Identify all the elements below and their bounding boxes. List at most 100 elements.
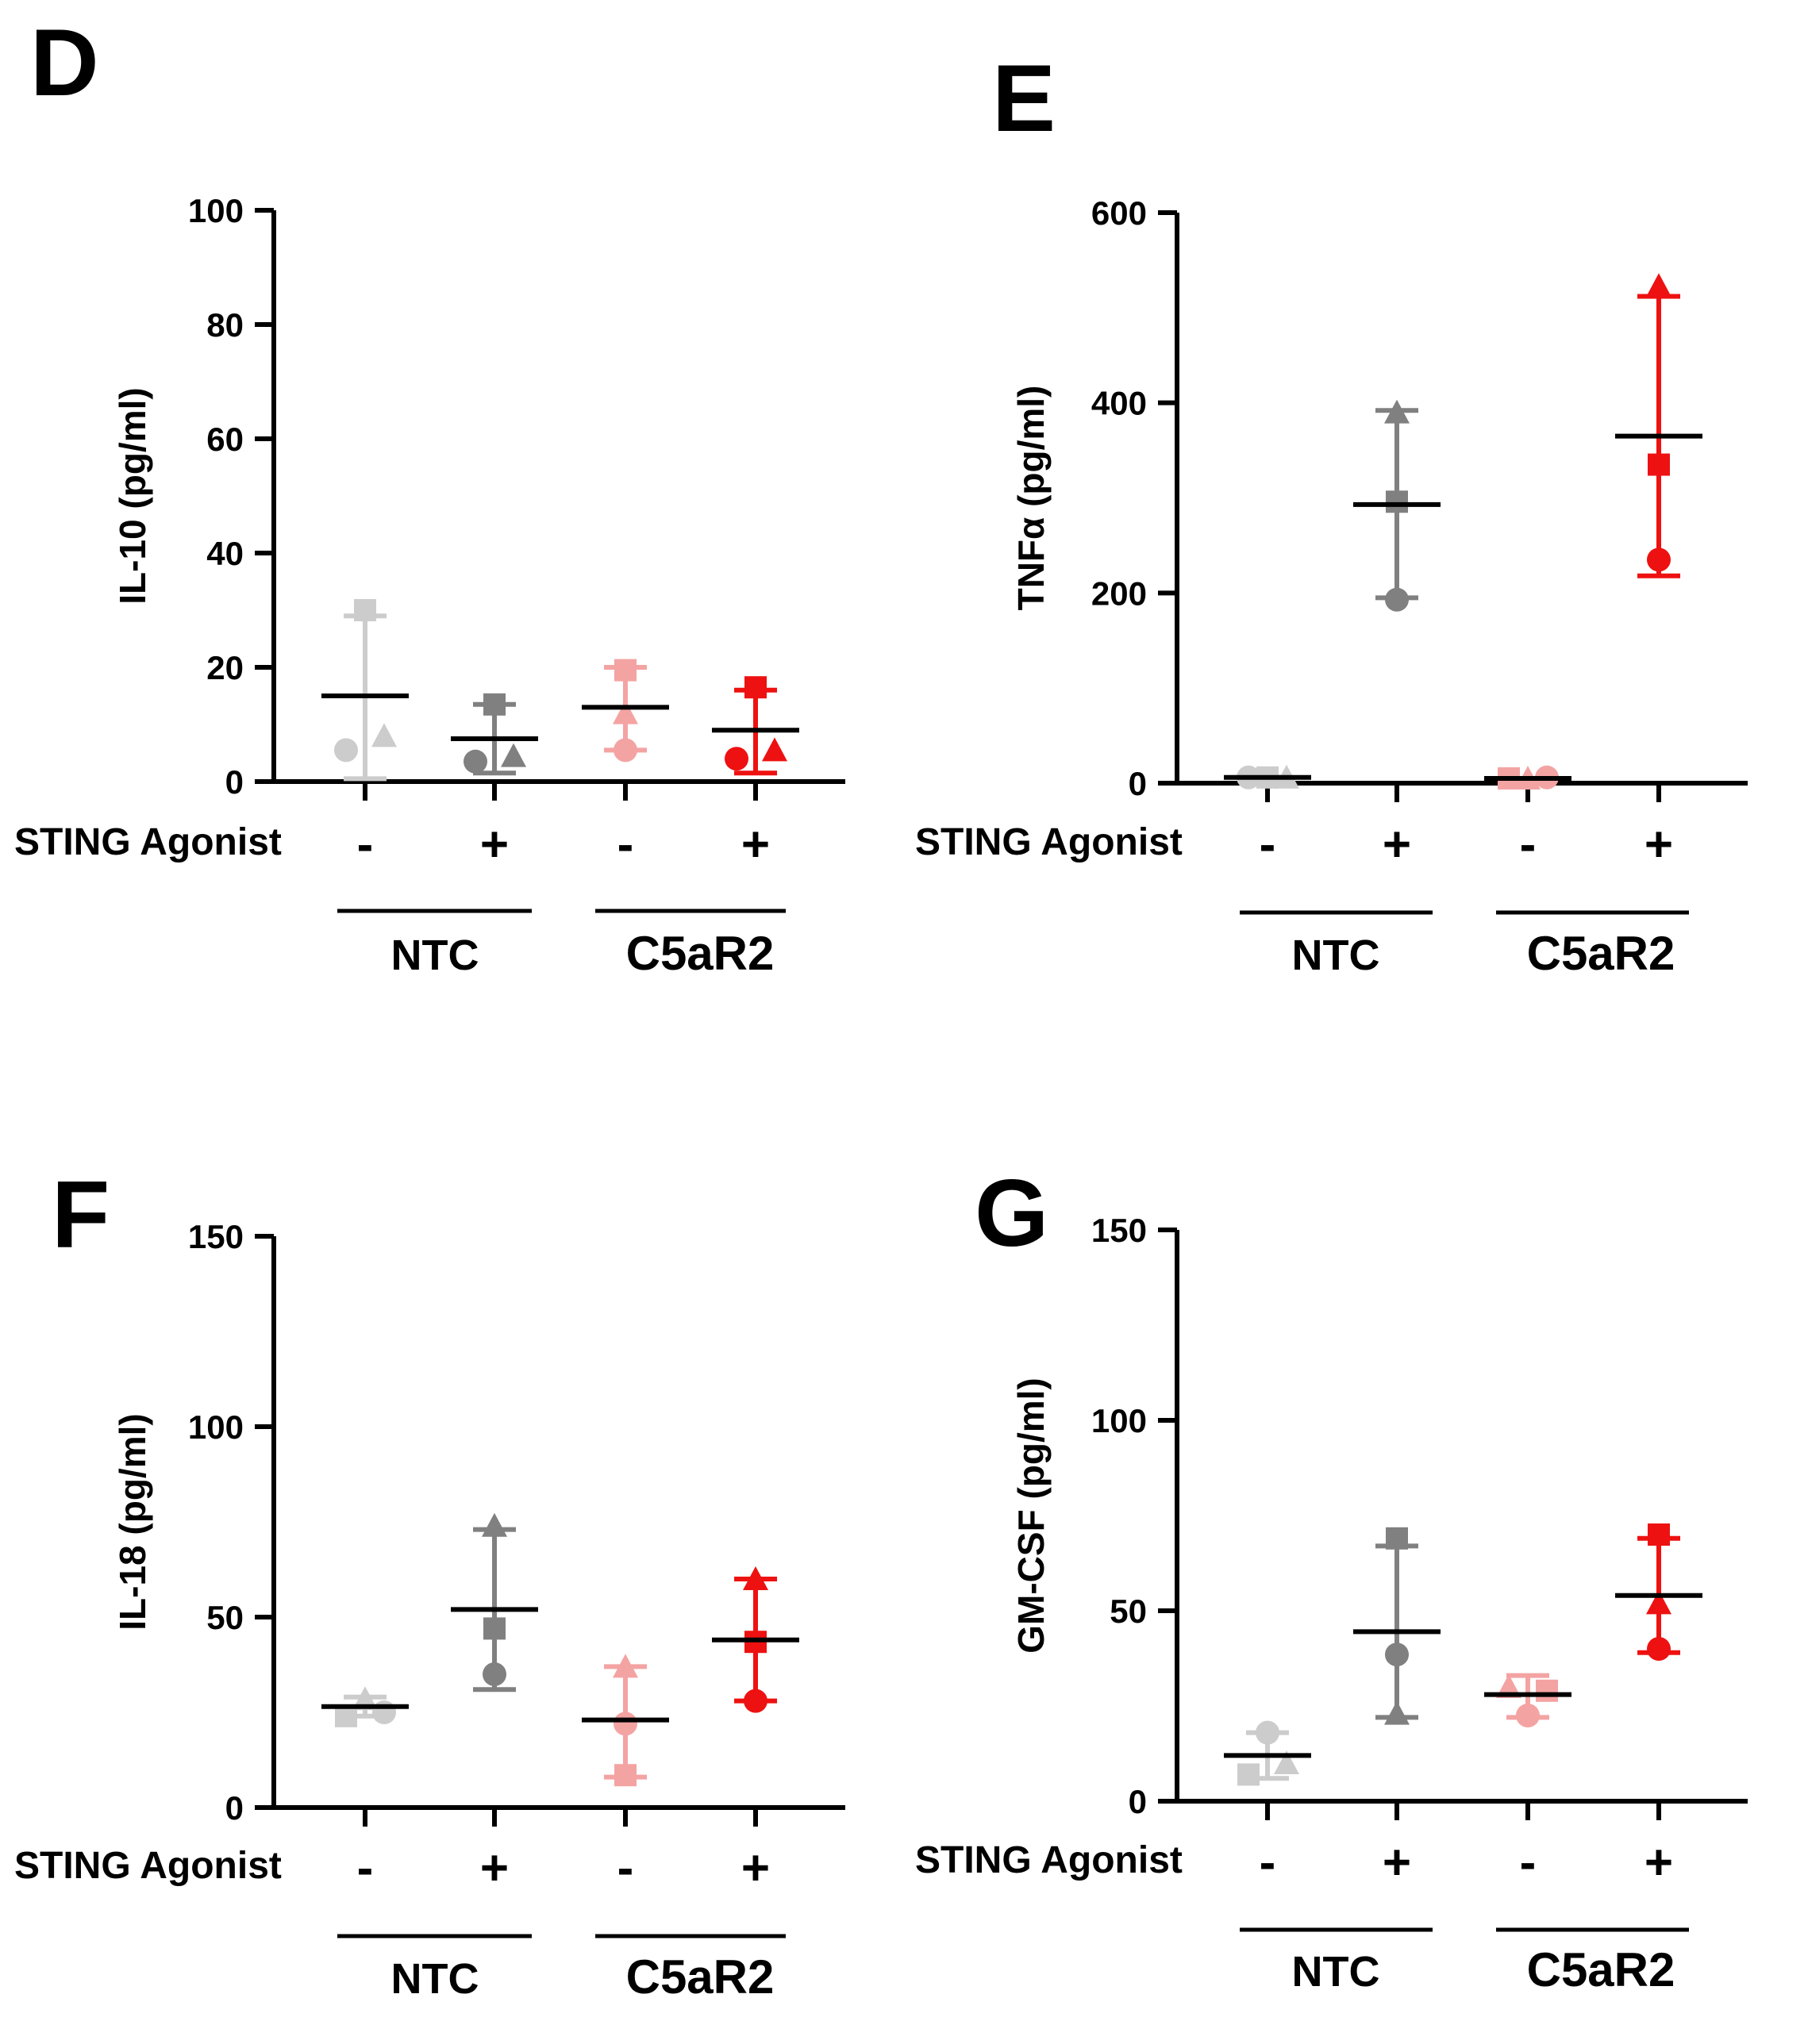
- series-3: [1484, 765, 1571, 790]
- y-tick-label: 100: [188, 192, 244, 229]
- data-point-triangle: [1384, 1700, 1410, 1725]
- data-point-circle: [464, 749, 487, 774]
- series-2: [1353, 399, 1441, 612]
- data-point-triangle: [613, 1654, 638, 1678]
- panel-G: G 0 50 100 150 GM-CSF (pg/ml) STING Agonist - + -…: [915, 1160, 1748, 1996]
- group-label: C5aR2: [626, 927, 775, 980]
- y-tick-label: 0: [1129, 1783, 1147, 1820]
- data-point-square: [1648, 1523, 1670, 1546]
- treatment-sign: +: [1383, 817, 1411, 872]
- data-point-square: [483, 693, 506, 716]
- treatment-sign: +: [480, 817, 509, 872]
- data-point-circle: [483, 1662, 506, 1686]
- data-point-triangle: [482, 1512, 507, 1537]
- y-tick-label: 20: [206, 649, 244, 686]
- panel-letter: E: [992, 45, 1056, 152]
- y-tick-label: 50: [1110, 1593, 1147, 1630]
- series-4: [712, 1566, 799, 1713]
- panel-E: E 0 200 400 600 TNFα (pg/ml) STING Agonist - + - +…: [915, 45, 1748, 980]
- group-label: C5aR2: [1527, 1943, 1675, 1996]
- series-2: [1353, 1527, 1441, 1725]
- treatment-sign: +: [741, 817, 770, 872]
- treatment-sign: -: [1520, 1835, 1537, 1890]
- data-point-triangle: [352, 1686, 378, 1711]
- y-tick-label: 60: [206, 421, 244, 458]
- group-label: NTC: [1292, 1948, 1380, 1996]
- y-tick-label: 100: [1091, 1402, 1147, 1439]
- y-tick-label: 150: [1091, 1212, 1147, 1249]
- data-point-square: [1386, 1527, 1408, 1550]
- y-tick-label: 200: [1091, 574, 1147, 612]
- group-label: NTC: [1292, 932, 1380, 979]
- data-point-circle: [1516, 1704, 1540, 1727]
- group-label: NTC: [391, 932, 479, 979]
- panel-F: F 0 50 100 150 IL-18 (pg/ml) STING Agonist - + - +…: [14, 1162, 845, 2004]
- panel-D: D 0 20 40 60 80 100 IL-10 (pg/ml) STING Agonist -…: [14, 10, 845, 980]
- data-point-square: [1648, 453, 1670, 476]
- y-axis-label: GM-CSF (pg/ml): [1010, 1377, 1052, 1654]
- row-label-sting-agonist: STING Agonist: [915, 821, 1183, 863]
- treatment-sign: -: [617, 817, 634, 872]
- y-tick-label: 50: [206, 1599, 244, 1636]
- data-point-triangle: [501, 743, 526, 767]
- data-point-circle: [372, 1700, 396, 1724]
- data-point-circle: [725, 747, 748, 771]
- data-point-circle: [614, 738, 637, 763]
- y-tick-label: 150: [188, 1218, 244, 1255]
- treatment-sign: -: [357, 1841, 374, 1896]
- series-3: [582, 659, 669, 763]
- data-point-circle: [1647, 548, 1671, 572]
- y-axis-label: IL-18 (pg/ml): [112, 1413, 153, 1630]
- data-point-circle: [744, 1689, 767, 1713]
- treatment-sign: -: [1520, 817, 1537, 872]
- data-point-triangle: [743, 1566, 768, 1590]
- y-tick-label: 40: [206, 535, 244, 572]
- series-4: [1615, 1523, 1702, 1661]
- y-axis-label: TNFα (pg/ml): [1010, 386, 1052, 611]
- data-point-circle: [614, 1712, 637, 1736]
- data-point-circle: [1256, 1720, 1279, 1745]
- treatment-sign: -: [1260, 1835, 1276, 1890]
- data-point-square: [354, 599, 376, 621]
- figure-panels: D 0 20 40 60 80 100 IL-10 (pg/ml) STING Agonist -…: [14, 10, 1748, 2004]
- y-tick-label: 100: [188, 1408, 244, 1446]
- treatment-sign: +: [480, 1841, 509, 1896]
- data-point-triangle: [613, 700, 638, 724]
- data-point-triangle: [1496, 1674, 1521, 1698]
- data-point-square: [483, 1617, 506, 1640]
- series-4: [712, 676, 799, 776]
- y-axis-label: IL-10 (pg/ml): [112, 387, 153, 604]
- panel-letter: D: [30, 10, 99, 116]
- data-point-circle: [334, 738, 358, 763]
- treatment-sign: -: [1260, 817, 1276, 872]
- series-1: [1224, 764, 1311, 790]
- panel-letter: G: [975, 1160, 1048, 1266]
- series-1: [321, 599, 409, 782]
- treatment-sign: +: [741, 1841, 770, 1896]
- row-label-sting-agonist: STING Agonist: [915, 1839, 1183, 1881]
- treatment-sign: -: [357, 817, 374, 872]
- data-point-square: [614, 1764, 637, 1787]
- series-3: [1484, 1673, 1571, 1727]
- data-point-triangle: [1384, 399, 1410, 424]
- data-point-square: [744, 676, 767, 699]
- row-label-sting-agonist: STING Agonist: [14, 1845, 282, 1887]
- y-tick-label: 0: [1129, 765, 1147, 802]
- treatment-sign: +: [1645, 1835, 1673, 1890]
- series-1: [1224, 1720, 1311, 1786]
- data-point-square: [614, 659, 637, 682]
- series-4: [1615, 273, 1702, 578]
- y-tick-label: 400: [1091, 385, 1147, 422]
- y-tick-label: 0: [225, 763, 244, 801]
- row-label-sting-agonist: STING Agonist: [14, 821, 282, 863]
- data-point-triangle: [1274, 1750, 1299, 1774]
- group-label: C5aR2: [626, 1950, 775, 2004]
- treatment-sign: +: [1645, 817, 1673, 872]
- series-3: [582, 1654, 669, 1787]
- data-point-square: [1536, 1679, 1558, 1702]
- data-point-triangle: [762, 737, 787, 762]
- data-point-circle: [1385, 587, 1409, 612]
- treatment-sign: -: [617, 1841, 634, 1896]
- y-tick-label: 0: [225, 1789, 244, 1827]
